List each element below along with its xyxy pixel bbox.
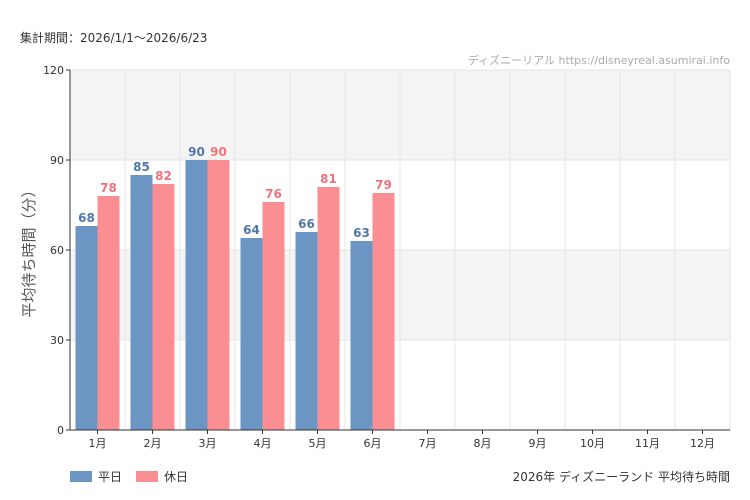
data-label: 81 [320, 172, 337, 186]
bar-holiday [372, 193, 395, 430]
legend-item-holiday[interactable]: 休日 [136, 468, 188, 485]
y-tick-label: 0 [57, 424, 64, 437]
data-label: 76 [265, 187, 282, 201]
data-label: 68 [78, 211, 95, 225]
data-label: 66 [298, 217, 315, 231]
legend-swatch-weekday [70, 471, 92, 482]
bar-weekday [75, 226, 98, 430]
data-label: 82 [155, 169, 172, 183]
x-tick-label: 12月 [690, 437, 715, 450]
bar-weekday [130, 175, 153, 430]
y-tick-label: 120 [43, 64, 64, 77]
bar-holiday [97, 196, 120, 430]
x-tick-label: 9月 [529, 437, 547, 450]
legend: 平日 休日 [70, 468, 188, 485]
source-label: ディズニーリアル https://disneyreal.asumirai.inf… [467, 54, 730, 67]
data-label: 78 [100, 181, 117, 195]
x-tick-label: 6月 [364, 437, 382, 450]
bar-weekday [240, 238, 263, 430]
legend-item-weekday[interactable]: 平日 [70, 468, 122, 485]
x-tick-label: 11月 [635, 437, 660, 450]
x-tick-label: 8月 [474, 437, 492, 450]
x-tick-label: 7月 [419, 437, 437, 450]
y-axis-label: 平均待ち時間（分） [20, 182, 38, 317]
y-tick-label: 60 [50, 244, 64, 257]
period-label: 集計期間：2026/1/1〜2026/6/23 [20, 31, 208, 45]
data-label: 85 [133, 160, 150, 174]
x-tick-label: 1月 [89, 437, 107, 450]
bar-holiday [262, 202, 285, 430]
data-label: 64 [243, 223, 260, 237]
data-label: 90 [210, 145, 227, 159]
bar-holiday [317, 187, 340, 430]
y-tick-label: 90 [50, 154, 64, 167]
legend-label-weekday: 平日 [98, 470, 123, 484]
x-tick-label: 2月 [144, 437, 162, 450]
bar-weekday [350, 241, 373, 430]
legend-label-holiday: 休日 [164, 470, 189, 484]
legend-swatch-holiday [136, 471, 159, 482]
data-label: 79 [375, 178, 392, 192]
data-label: 90 [188, 145, 205, 159]
bar-weekday [185, 160, 208, 430]
bar-weekday [295, 232, 318, 430]
x-tick-label: 4月 [254, 437, 272, 450]
x-tick-label: 5月 [309, 437, 327, 450]
data-label: 63 [353, 226, 370, 240]
bar-holiday [152, 184, 175, 430]
x-tick-label: 10月 [580, 437, 605, 450]
y-tick-label: 30 [50, 334, 64, 347]
bar-holiday [207, 160, 230, 430]
x-tick-label: 3月 [199, 437, 217, 450]
chart-footer-title: 2026年 ディズニーランド 平均待ち時間 [512, 470, 730, 484]
